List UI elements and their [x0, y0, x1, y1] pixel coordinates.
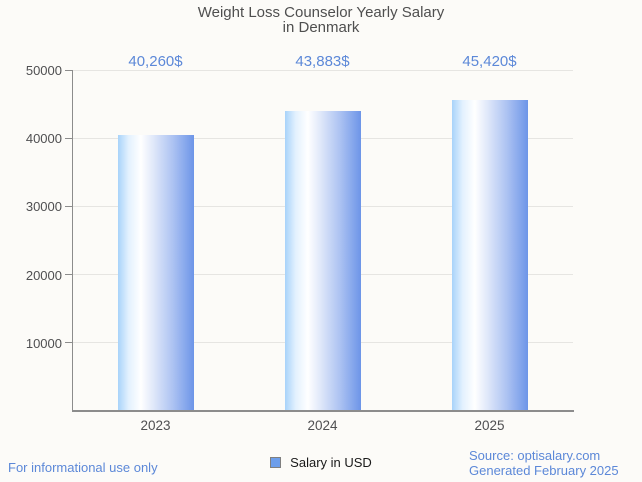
- y-axis-tick-label: 20000: [25, 267, 62, 283]
- x-axis-tick-label: 2025: [474, 418, 505, 433]
- source-block: Source: optisalary.com Generated Februar…: [469, 448, 619, 478]
- chart-title-line1: Weight Loss Counselor Yearly Salary: [197, 4, 445, 21]
- legend-label: Salary in USD: [290, 454, 372, 470]
- y-axis-line: [72, 70, 73, 411]
- gridline: [72, 69, 573, 71]
- legend: Salary in USD: [0, 454, 642, 470]
- bar-value-label: 43,883$: [295, 53, 350, 70]
- chart-title-line2: in Denmark: [282, 19, 360, 36]
- y-tick: [65, 137, 72, 139]
- y-tick: [65, 205, 72, 207]
- y-tick: [65, 342, 72, 344]
- x-axis-tick-label: 2023: [140, 418, 171, 433]
- y-axis-tick-label: 40000: [25, 131, 62, 147]
- y-axis-tick-label: 10000: [25, 335, 62, 351]
- chart-title: Weight Loss Counselor Yearly Salary in D…: [0, 5, 642, 35]
- x-axis-tick-label: 2024: [307, 418, 338, 433]
- x-axis-line: [72, 410, 574, 412]
- y-tick: [65, 69, 72, 71]
- bar-2025: [451, 100, 528, 410]
- bar-value-label: 45,420$: [462, 53, 517, 70]
- legend-swatch-icon: [270, 456, 282, 468]
- bar-2024: [284, 110, 361, 410]
- bar-value-label: 40,260$: [128, 53, 183, 70]
- y-axis-tick-label: 50000: [25, 63, 62, 78]
- source-text: Source: optisalary.com: [469, 448, 601, 463]
- generated-text: Generated February 2025: [469, 463, 619, 478]
- y-axis-tick-label: 30000: [25, 199, 62, 215]
- y-tick: [65, 274, 72, 276]
- disclaimer-text: For informational use only: [8, 460, 158, 475]
- bar-2023: [117, 135, 194, 410]
